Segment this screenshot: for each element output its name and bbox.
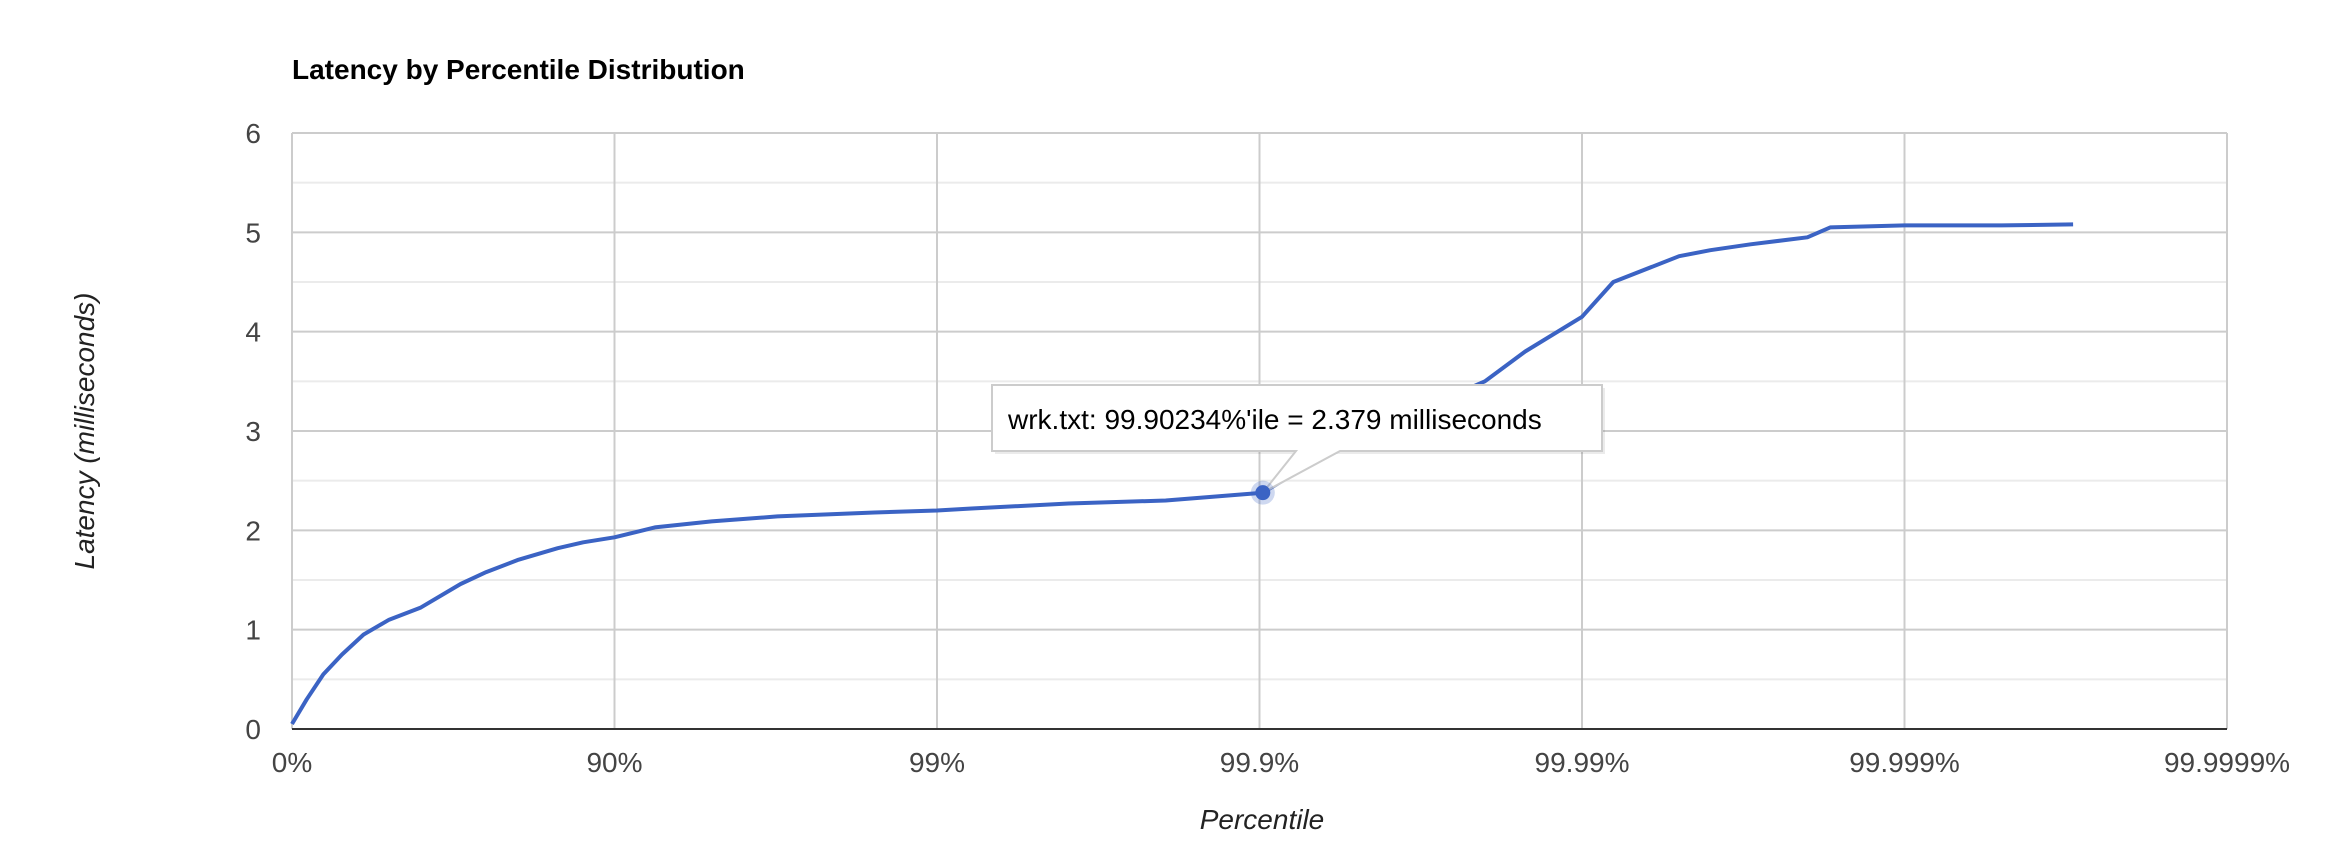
x-tick-label: 99%: [909, 747, 965, 778]
tooltip: wrk.txt: 99.90234%'ile = 2.379 milliseco…: [991, 384, 1605, 505]
tooltip-text: wrk.txt: 99.90234%'ile = 2.379 milliseco…: [1007, 404, 1542, 435]
y-tick-label: 3: [245, 416, 261, 447]
x-tick-label: 0%: [272, 747, 312, 778]
x-tick-label: 99.99%: [1535, 747, 1630, 778]
y-tick-label: 6: [245, 118, 261, 149]
x-tick-label: 99.9999%: [2164, 747, 2290, 778]
x-tick-label: 99.9%: [1220, 747, 1299, 778]
x-tick-label: 90%: [586, 747, 642, 778]
y-tick-label: 4: [245, 317, 261, 348]
chart-title: Latency by Percentile Distribution: [292, 54, 745, 85]
y-tick-label: 5: [245, 217, 261, 248]
x-axis-title: Percentile: [1200, 804, 1325, 835]
tooltip-box: [991, 384, 1603, 494]
series-layer: [290, 222, 2074, 726]
y-tick-label: 2: [245, 515, 261, 546]
x-tick-label: 99.999%: [1849, 747, 1960, 778]
highlight-point: [1255, 485, 1271, 501]
y-axis-ticks: 0 1 2 3 4 5 6: [245, 118, 261, 745]
y-axis-title: Latency (milliseconds): [69, 293, 100, 570]
series-line: [290, 222, 2074, 726]
x-axis-ticks: 0% 90% 99% 99.9% 99.99% 99.999% 99.9999%: [272, 747, 2290, 778]
y-tick-label: 1: [245, 615, 261, 646]
y-tick-label: 0: [245, 714, 261, 745]
